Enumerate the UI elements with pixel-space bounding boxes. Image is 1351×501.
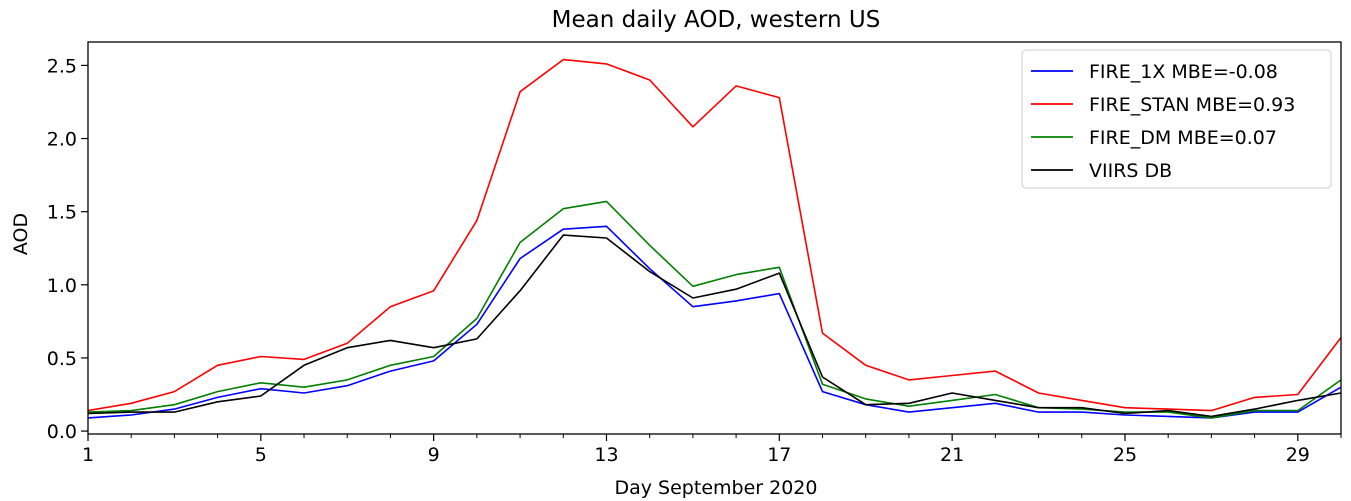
x-tick-label: 5 xyxy=(255,444,267,466)
legend: FIRE_1X MBE=-0.08 FIRE_STAN MBE=0.93 FIRE_… xyxy=(1021,49,1332,189)
y-tick-label: 1.5 xyxy=(47,202,77,224)
plot-frame xyxy=(87,41,1342,435)
chart-title: Mean daily AOD, western US xyxy=(552,7,881,33)
legend-label-3: VIIRS DB xyxy=(1089,160,1172,182)
y-axis-label: AOD xyxy=(10,213,32,255)
x-tick-label: 25 xyxy=(1113,444,1137,466)
x-tick-label: 21 xyxy=(940,444,964,466)
y-tick-label: 1.0 xyxy=(47,275,77,297)
series-line-1 xyxy=(87,58,1342,412)
tick-layer: 1 5 9 13 17 21 25 29 0.0 0.5 1.0 1.5 2.0 2.5 xyxy=(47,55,1342,466)
x-tick-label: 29 xyxy=(1286,444,1310,466)
legend-label-1: FIRE_STAN MBE=0.93 xyxy=(1089,94,1295,116)
x-tick-label: 17 xyxy=(767,444,791,466)
legend-box xyxy=(1021,49,1332,189)
x-tick-label: 9 xyxy=(428,444,440,466)
legend-label-2: FIRE_DM MBE=0.07 xyxy=(1089,127,1277,149)
legend-entries: FIRE_1X MBE=-0.08 FIRE_STAN MBE=0.93 FIRE_… xyxy=(1031,61,1295,182)
y-tick-label: 0.0 xyxy=(47,421,77,443)
series-line-0 xyxy=(87,225,1342,419)
series-layer xyxy=(87,58,1342,419)
y-tick-label: 2.0 xyxy=(47,129,77,151)
x-axis-label: Day September 2020 xyxy=(615,477,818,499)
legend-label-0: FIRE_1X MBE=-0.08 xyxy=(1089,61,1278,83)
series-line-3 xyxy=(87,234,1342,418)
series-line-2 xyxy=(87,200,1342,419)
x-tick-label: 13 xyxy=(594,444,618,466)
y-tick-label: 2.5 xyxy=(47,55,77,77)
x-tick-label: 1 xyxy=(82,444,94,466)
y-tick-label: 0.5 xyxy=(47,348,77,370)
